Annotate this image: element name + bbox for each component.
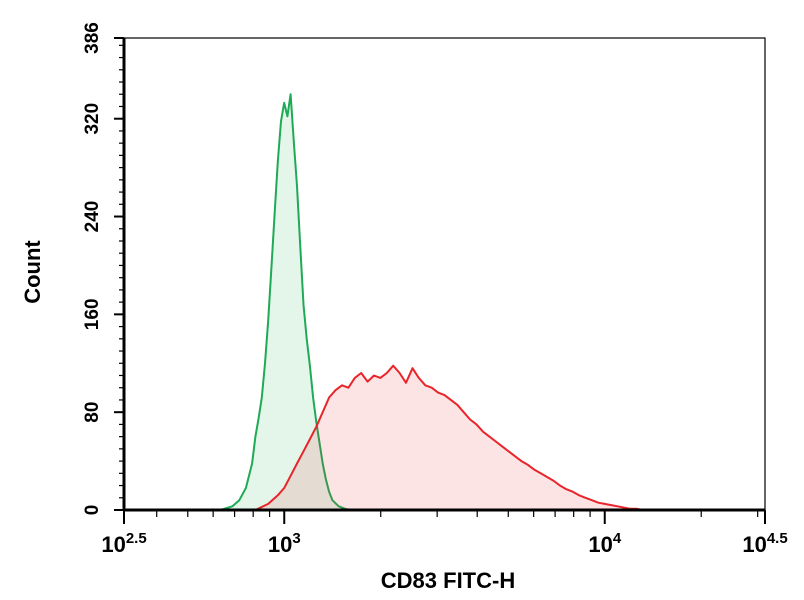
series-2-line (254, 364, 653, 511)
plot-area (219, 93, 653, 511)
series-1-area (220, 94, 352, 510)
y-tick-label: 320 (82, 103, 103, 135)
x-tick-label: 104.5 (742, 530, 787, 557)
y-tick-label: 80 (82, 402, 103, 423)
y-axis: 0 80 160 240 320 386 (82, 22, 124, 515)
x-axis: 102.5 103 104 104.5 (101, 510, 788, 557)
x-axis-title: CD83 FITC-H (381, 568, 515, 593)
series-1-line (219, 93, 352, 511)
y-tick-label: 240 (82, 201, 103, 233)
y-tick-label: 0 (82, 505, 103, 516)
x-tick-label: 104 (588, 530, 621, 557)
y-axis-title: Count (20, 240, 45, 304)
x-tick-label: 102.5 (101, 530, 146, 557)
series-2-area (255, 365, 653, 510)
y-tick-label: 386 (82, 22, 103, 54)
plot-frame (122, 37, 766, 512)
x-tick-label: 103 (268, 530, 301, 557)
y-tick-label: 160 (82, 299, 103, 331)
